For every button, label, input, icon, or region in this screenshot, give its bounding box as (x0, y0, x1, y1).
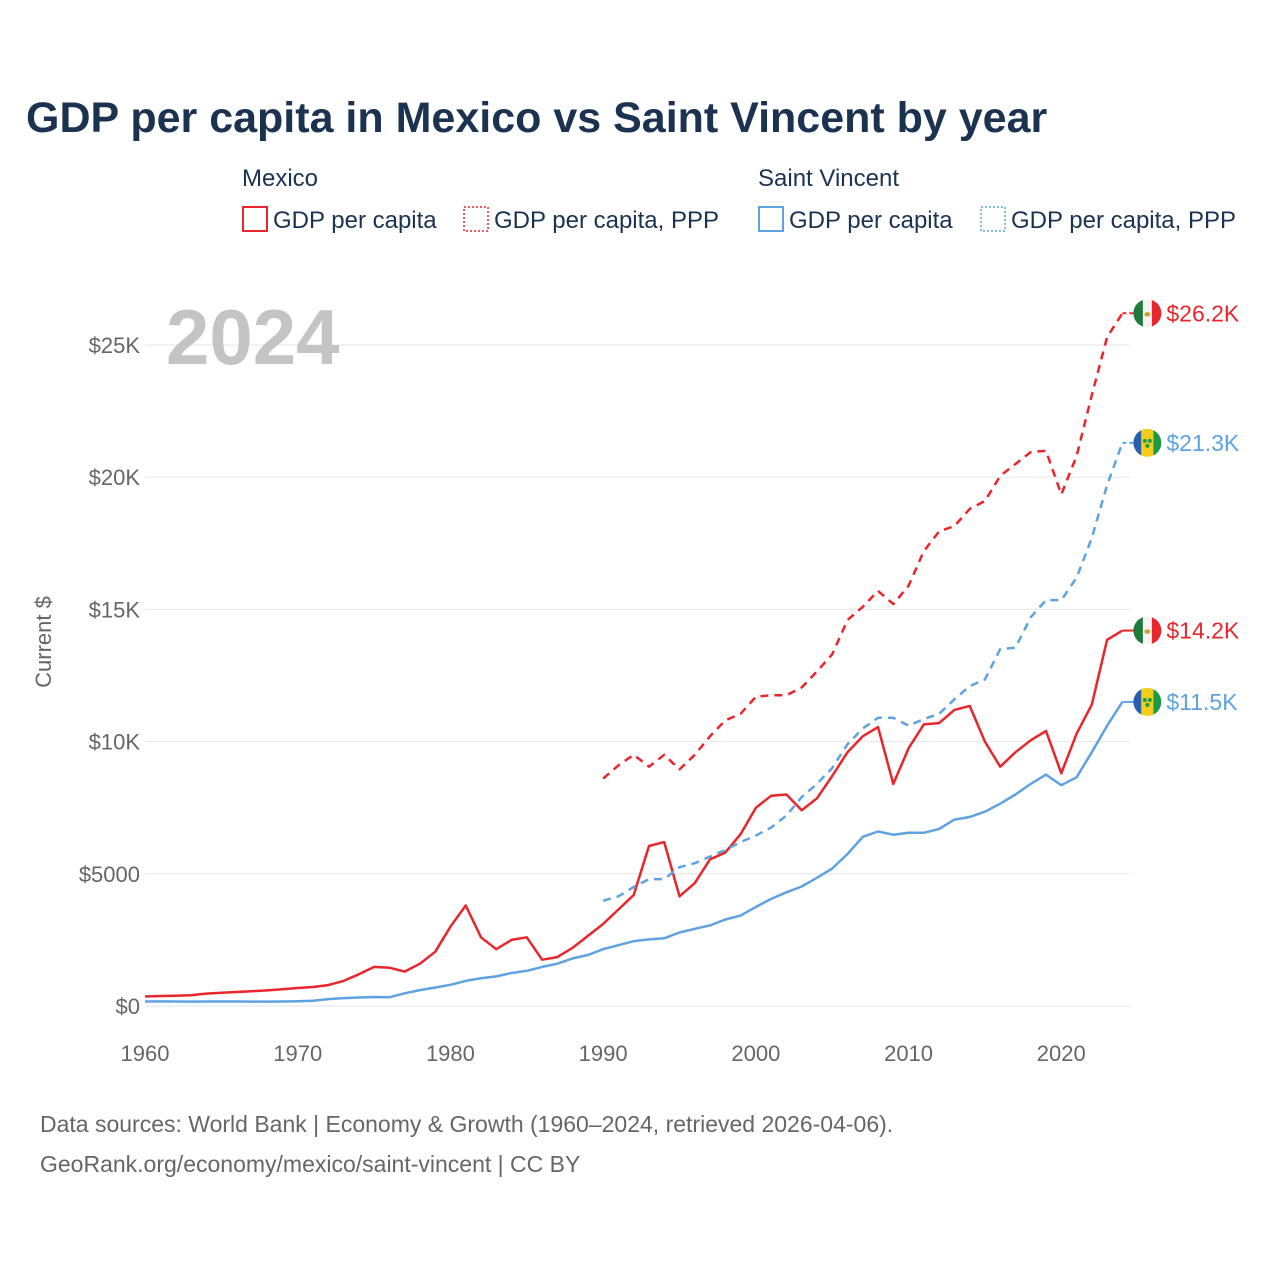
saint-vincent-flag-icon-3 (1122, 428, 1162, 457)
mexico-flag-icon-0 (1122, 616, 1162, 645)
saint-vincent-flag-icon-2 (1122, 687, 1162, 716)
y-tick-label-4: $20K (89, 465, 141, 490)
series-line-1 (602, 312, 1124, 780)
end-labels: $14.2K $26.2K $11.5K $21.3K (1122, 299, 1240, 716)
legend-swatch-mexico-ppp (463, 206, 489, 232)
y-tick-label-2: $10K (89, 730, 141, 755)
x-tick-label-0: 1960 (121, 1041, 170, 1066)
legend-group-mexico: Mexico (242, 165, 318, 192)
y-axis-label: Current $ (31, 596, 56, 688)
end-label-2: $11.5K (1166, 689, 1238, 715)
x-tick-label-2: 1980 (426, 1041, 475, 1066)
legend-swatch-sv-ppp (980, 206, 1006, 232)
x-axis-ticks: 1960 1970 1980 1990 2000 2010 2020 (121, 1041, 1086, 1066)
end-label-3: $21.3K (1166, 430, 1240, 456)
series-layer (144, 312, 1124, 1003)
legend-group-saint-vincent: Saint Vincent (758, 165, 899, 192)
legend-swatch-sv-gdp (758, 206, 784, 232)
y-tick-label-3: $15K (89, 597, 141, 622)
grid-layer (145, 344, 1130, 1007)
year-watermark: 2024 (166, 293, 340, 381)
x-tick-label-1: 1970 (273, 1041, 322, 1066)
legend-label-sv-gdp: GDP per capita (789, 207, 953, 234)
y-tick-label-1: $5000 (79, 862, 140, 887)
mexico-flag-icon-1 (1122, 299, 1162, 328)
x-tick-label-3: 1990 (579, 1041, 628, 1066)
y-tick-label-0: $0 (116, 994, 140, 1019)
legend-label-mexico-ppp: GDP per capita, PPP (494, 207, 719, 234)
chart-title: GDP per capita in Mexico vs Saint Vincen… (26, 94, 1048, 142)
legend-label-mexico-gdp: GDP per capita (273, 207, 437, 234)
legend: Mexico GDP per capita GDP per capita, PP… (242, 165, 1236, 234)
series-line-0 (144, 629, 1124, 998)
x-tick-label-5: 2010 (884, 1041, 933, 1066)
legend-label-sv-ppp: GDP per capita, PPP (1011, 207, 1236, 234)
y-tick-label-5: $25K (89, 333, 141, 358)
y-axis-ticks: $0 $5000 $10K $15K $20K $25K (79, 333, 141, 1019)
x-tick-label-6: 2020 (1037, 1041, 1086, 1066)
series-line-3 (602, 442, 1124, 902)
x-tick-label-4: 2000 (731, 1041, 780, 1066)
end-label-1: $26.2K (1166, 300, 1240, 326)
legend-swatch-mexico-gdp (242, 206, 268, 232)
footer-credit: GeoRank.org/economy/mexico/saint-vincent… (40, 1151, 580, 1177)
end-label-0: $14.2K (1166, 618, 1240, 644)
series-line-2 (144, 701, 1124, 1003)
footer-sources: Data sources: World Bank | Economy & Gro… (40, 1111, 893, 1137)
